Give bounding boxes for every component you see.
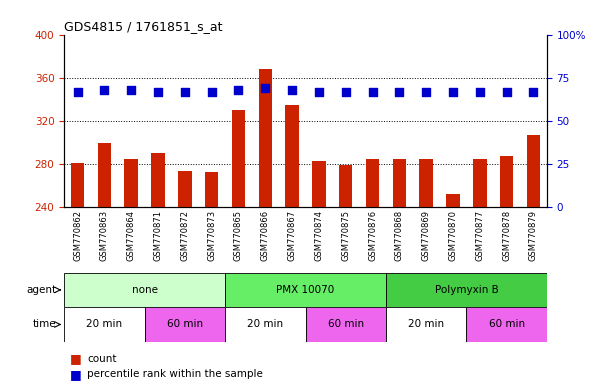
Bar (152, 153, 165, 207)
Bar (527, 135, 540, 207)
Bar (258, 69, 272, 207)
Point (180, 89, 190, 95)
Point (233, 87, 243, 93)
Bar (500, 156, 513, 207)
Bar (446, 194, 459, 207)
Bar (225, 273, 386, 307)
Point (126, 87, 136, 93)
Bar (366, 159, 379, 207)
Text: ■: ■ (70, 353, 82, 366)
Text: 60 min: 60 min (167, 319, 203, 329)
Point (207, 89, 216, 95)
Point (100, 87, 109, 93)
Text: count: count (87, 354, 117, 364)
Text: percentile rank within the sample: percentile rank within the sample (87, 369, 263, 379)
Bar (285, 105, 299, 207)
Bar (339, 165, 353, 207)
Text: 20 min: 20 min (86, 319, 122, 329)
Bar (466, 307, 547, 342)
Text: PMX 10070: PMX 10070 (276, 285, 335, 295)
Point (475, 89, 485, 95)
Point (395, 89, 404, 95)
Bar (393, 159, 406, 207)
Bar (98, 142, 111, 207)
Bar (64, 307, 145, 342)
Bar (205, 172, 218, 207)
Bar (420, 159, 433, 207)
Point (341, 89, 351, 95)
Point (368, 89, 378, 95)
Bar (312, 161, 326, 207)
Bar (71, 163, 84, 207)
Bar (145, 307, 225, 342)
Bar (306, 307, 386, 342)
Text: 60 min: 60 min (327, 319, 364, 329)
Text: ■: ■ (70, 368, 82, 381)
Bar (386, 307, 466, 342)
Bar (225, 307, 306, 342)
Text: 60 min: 60 min (489, 319, 525, 329)
Point (448, 89, 458, 95)
Text: 20 min: 20 min (408, 319, 444, 329)
Bar (178, 170, 191, 207)
Bar (125, 159, 138, 207)
Point (73, 89, 82, 95)
Point (314, 89, 324, 95)
Point (287, 87, 297, 93)
Text: Polymyxin B: Polymyxin B (434, 285, 499, 295)
Bar (386, 273, 547, 307)
Text: none: none (131, 285, 158, 295)
Bar (232, 110, 245, 207)
Point (502, 89, 511, 95)
Point (260, 85, 270, 91)
Point (422, 89, 431, 95)
Text: time: time (32, 319, 56, 329)
Bar (473, 159, 486, 207)
Text: 20 min: 20 min (247, 319, 284, 329)
Bar (64, 273, 225, 307)
Point (529, 89, 538, 95)
Point (153, 89, 163, 95)
Text: agent: agent (26, 285, 56, 295)
Text: GDS4815 / 1761851_s_at: GDS4815 / 1761851_s_at (64, 20, 222, 33)
